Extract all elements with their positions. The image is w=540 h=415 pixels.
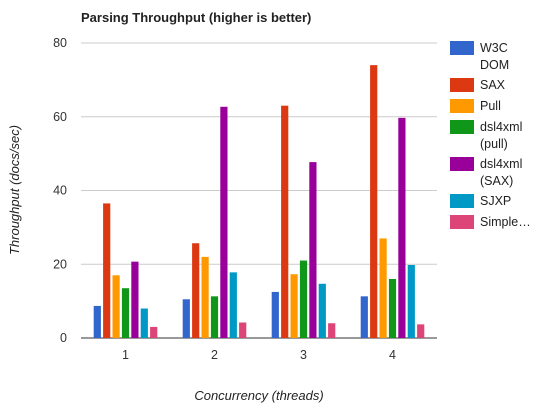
legend-item: Simple… [450,215,531,229]
y-tick-label: 20 [53,257,67,271]
x-tick-label: 3 [300,348,307,362]
legend-swatch [450,41,474,55]
gridlines [81,42,437,339]
bar [131,261,139,338]
legend-label: W3C [480,41,508,55]
legend-label: SAX [480,78,506,92]
bar [360,296,368,338]
bar [103,203,111,338]
bar [220,106,228,338]
legend-label: (pull) [480,137,508,151]
legend-swatch [450,120,474,134]
y-tick-label: 40 [53,184,67,198]
chart-title: Parsing Throughput (higher is better) [81,10,311,25]
legend: W3C DOM SAX Pull dsl4xml (pull) dsl4xml (SAX) SJ… [450,41,531,229]
legend-item: SAX [450,78,506,92]
y-tick-label: 0 [60,331,67,345]
bar [417,324,425,338]
legend-swatch [450,157,474,171]
legend-label: (SAX) [480,174,513,188]
y-axis-ticks: 0 20 40 60 80 [53,36,67,345]
bar [379,238,387,338]
bar [299,260,308,338]
bar [290,274,298,338]
bar [93,305,101,338]
bar [318,283,326,338]
bar [210,296,219,338]
x-axis-ticks: 1 2 3 4 [122,348,396,362]
bar [309,162,317,338]
legend-item: dsl4xml (SAX) [450,157,522,188]
bar [281,105,289,338]
bars [93,65,425,339]
bar [112,275,120,338]
legend-item: Pull [450,99,501,113]
legend-label: SJXP [480,194,511,208]
x-axis-title: Concurrency (threads) [194,388,323,403]
legend-swatch [450,215,474,229]
legend-item: W3C DOM [450,41,509,72]
legend-swatch [450,99,474,113]
legend-label: Pull [480,99,501,113]
bar [201,256,209,339]
legend-label: Simple… [480,215,531,229]
legend-label: DOM [480,58,509,72]
y-tick-label: 80 [53,36,67,50]
legend-item: dsl4xml (pull) [450,120,522,151]
bar [239,322,247,338]
bar [271,291,279,338]
legend-item: SJXP [450,194,511,208]
bar [150,326,158,338]
legend-swatch [450,194,474,208]
bar [398,117,406,338]
bar [407,264,415,338]
bar [370,65,378,339]
bar [182,299,190,338]
bar [388,279,397,338]
bar [121,288,130,338]
legend-swatch [450,78,474,92]
legend-label: dsl4xml [480,120,522,134]
legend-label: dsl4xml [480,157,522,171]
x-tick-label: 4 [389,348,396,362]
bar [229,272,237,338]
x-tick-label: 1 [122,348,129,362]
y-axis-title: Throughput (docs/sec) [7,125,22,255]
bar [140,308,148,338]
bar [328,323,336,338]
y-tick-label: 60 [53,110,67,124]
x-tick-label: 2 [211,348,218,362]
bar [192,243,200,338]
